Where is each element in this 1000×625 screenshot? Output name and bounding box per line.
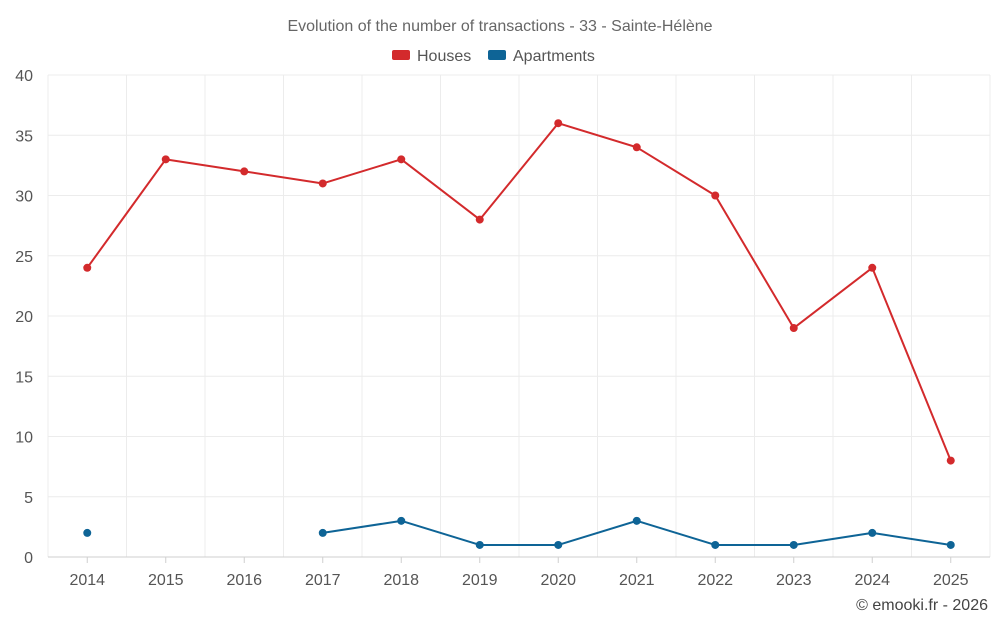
legend-label-apartments: Apartments [513, 48, 595, 65]
houses-point-2021 [632, 143, 641, 152]
y-tick-label: 20 [15, 309, 33, 326]
x-tick-label: 2024 [854, 572, 890, 589]
y-tick-label: 5 [24, 490, 33, 507]
y-tick-label: 40 [15, 68, 33, 85]
grid [47, 74, 991, 558]
y-tick-label: 10 [15, 430, 33, 447]
x-tick-label: 2023 [776, 572, 812, 589]
legend: Houses Apartments [392, 48, 595, 65]
apartments-point-2021 [632, 516, 641, 525]
houses-point-2014 [83, 263, 92, 272]
x-tick-label: 2015 [148, 572, 184, 589]
apartments-point-2019 [475, 540, 484, 549]
apartments-point-2020 [554, 540, 563, 549]
y-tick-label: 25 [15, 249, 33, 266]
y-tick-label: 30 [15, 189, 33, 206]
houses-series-line [86, 122, 952, 461]
houses-point-2018 [397, 155, 406, 164]
apartments-point-2025 [946, 540, 955, 549]
apartments-point-2018 [397, 516, 406, 525]
houses-point-2022 [711, 191, 720, 200]
apartments-point-2014 [83, 528, 92, 537]
x-tick-label: 2018 [383, 572, 419, 589]
houses-point-2015 [161, 155, 170, 164]
credit-label: © emooki.fr - 2026 [856, 597, 988, 614]
houses-point-2020 [554, 119, 563, 128]
x-tick-label: 2022 [697, 572, 733, 589]
x-tick-label: 2016 [226, 572, 262, 589]
houses-point-2016 [240, 167, 249, 176]
x-tick-label: 2017 [305, 572, 341, 589]
houses-point-2025 [946, 456, 955, 465]
legend-swatch-houses [392, 50, 410, 60]
legend-label-houses: Houses [417, 48, 471, 65]
x-tick-label: 2019 [462, 572, 498, 589]
x-tick-label: 2021 [619, 572, 655, 589]
apartments-point-2023 [789, 540, 798, 549]
x-axis: 2014 2015 2016 2017 2018 2019 2020 2021 2022 2023… [69, 557, 969, 589]
houses-point-2023 [789, 324, 798, 333]
apartments-point-2022 [711, 540, 720, 549]
x-tick-label: 2025 [933, 572, 969, 589]
legend-swatch-apartments [488, 50, 506, 60]
y-tick-label: 0 [24, 550, 33, 567]
x-tick-label: 2020 [540, 572, 576, 589]
y-tick-label: 15 [15, 369, 33, 386]
apartments-point-2024 [868, 528, 877, 537]
y-tick-label: 35 [15, 128, 33, 145]
series-layer [83, 119, 955, 549]
y-axis: 0 5 10 15 20 25 30 35 40 [15, 68, 33, 567]
houses-point-2017 [318, 179, 327, 188]
x-tick-label: 2014 [69, 572, 105, 589]
apartments-point-2017 [318, 528, 327, 537]
houses-point-2024 [868, 263, 877, 272]
houses-point-2019 [475, 215, 484, 224]
chart-title: Evolution of the number of transactions … [287, 18, 712, 35]
